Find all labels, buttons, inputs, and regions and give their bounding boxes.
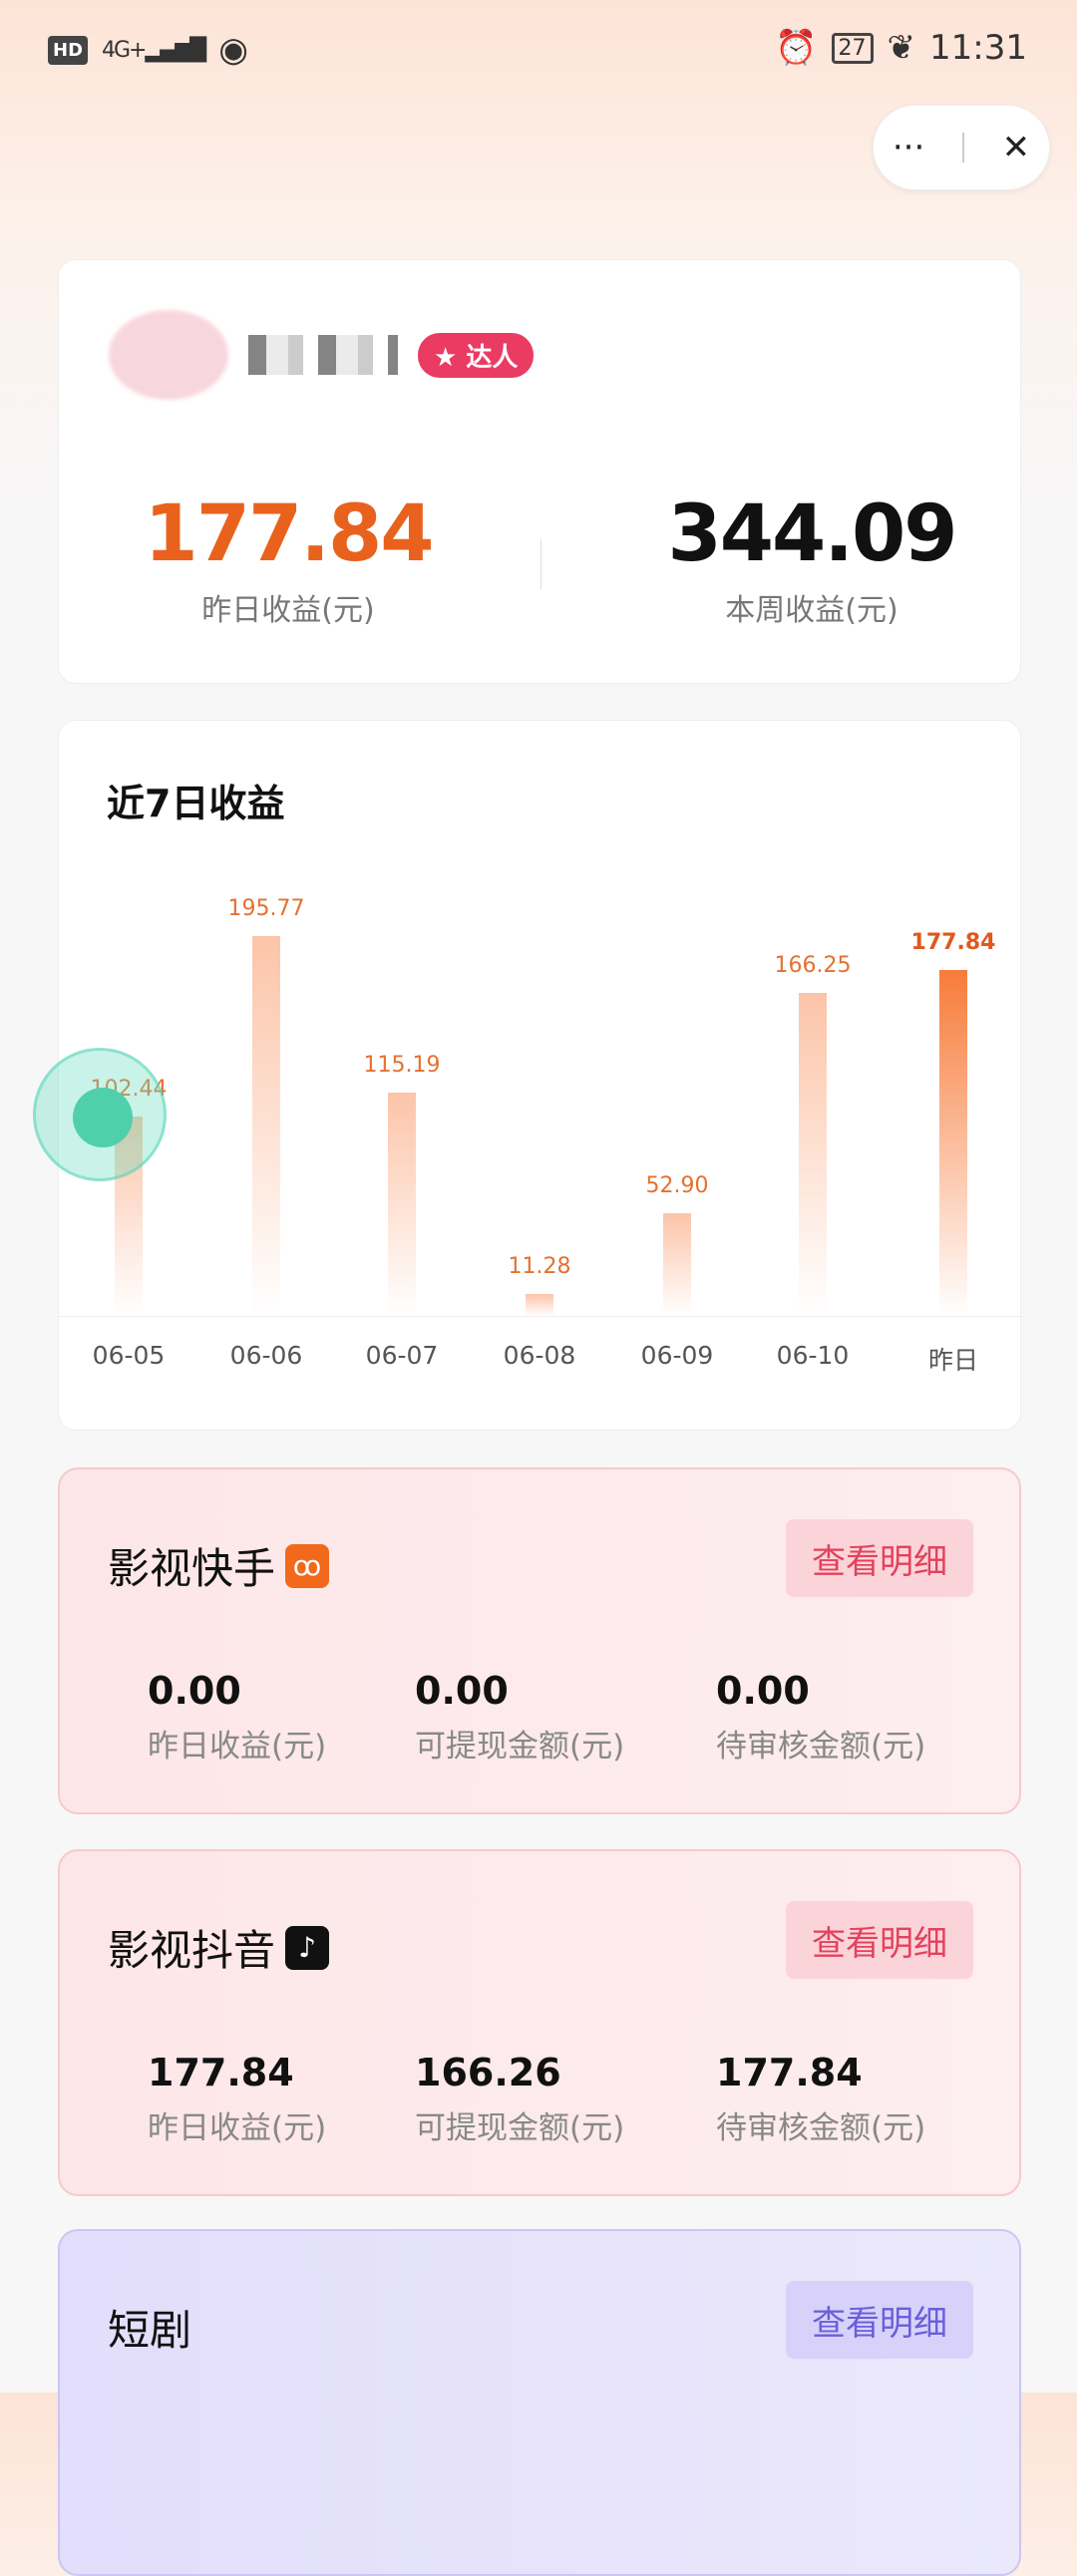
platform-value: 0.00 — [148, 1669, 241, 1713]
platform-value-label: 可提现金额(元) — [415, 2110, 625, 2146]
platform-value-label: 待审核金额(元) — [716, 2110, 926, 2146]
view-details-button[interactable]: 查看明细 — [786, 1519, 973, 1597]
platform-value: 177.84 — [716, 2051, 863, 2094]
platform-title: 影视快手 — [108, 1544, 276, 1593]
mini-program-capsule: ··· ✕ — [873, 105, 1050, 190]
platform-card: 影视快手 ꝏ 查看明细 0.00 昨日收益(元) 0.00 可提现金额(元) 0.00 待审核金… — [58, 1467, 1021, 1814]
username-blurred — [248, 335, 398, 375]
bar-06-10[interactable] — [799, 993, 827, 1316]
platform-value-label: 可提现金额(元) — [415, 1729, 625, 1765]
week-earnings-value: 344.09 — [667, 489, 958, 579]
more-icon[interactable]: ··· — [892, 128, 925, 167]
week-earnings-label: 本周收益(元) — [725, 593, 898, 628]
bar-chart: 102.44 06-05 195.77 06-06 115.19 06-07 11.28 06… — [59, 721, 1022, 1432]
bar-value-label: 166.25 — [774, 953, 852, 979]
close-icon[interactable]: ✕ — [1001, 128, 1031, 167]
bar-value-label: 195.77 — [227, 895, 305, 921]
view-details-button[interactable]: 查看明细 — [786, 1901, 973, 1979]
platform-value: 0.00 — [415, 1669, 509, 1713]
bar-value-label: 177.84 — [910, 930, 996, 956]
platform-card: 影视抖音 ♪ 查看明细 177.84 昨日收益(元) 166.26 可提现金额(元) 177.… — [58, 1849, 1021, 2196]
platform-value: 177.84 — [148, 2051, 294, 2094]
bar-value-label: 115.19 — [363, 1052, 441, 1078]
bar-昨日[interactable] — [939, 970, 967, 1316]
platform-value-label: 昨日收益(元) — [148, 1729, 327, 1765]
platform-value-label: 待审核金额(元) — [716, 1729, 926, 1765]
bar-06-06[interactable] — [252, 935, 280, 1316]
kuaishou-icon: ꝏ — [285, 1543, 330, 1588]
bar-06-08[interactable] — [526, 1294, 553, 1316]
douyin-icon: ♪ — [285, 1925, 330, 1970]
divider — [961, 133, 964, 162]
x-tick-label: 06-09 — [640, 1341, 714, 1370]
divider — [540, 539, 541, 589]
x-tick-label: 06-10 — [776, 1341, 850, 1370]
chart-card: 近7日收益 102.44 06-05 195.77 06-06 115.19 06-07 1… — [58, 720, 1022, 1432]
platform-title: 短剧 — [108, 2306, 192, 2355]
bar-value-label: 11.28 — [508, 1254, 571, 1280]
yesterday-earnings-label: 昨日收益(元) — [201, 593, 375, 628]
leaf-icon: ❦ — [887, 28, 916, 68]
bar-value-label: 52.90 — [645, 1172, 709, 1198]
x-tick-label: 06-08 — [503, 1341, 576, 1370]
platform-value: 166.26 — [415, 2051, 561, 2094]
x-tick-label: 06-07 — [365, 1341, 439, 1370]
platform-value: 0.00 — [716, 1669, 810, 1713]
alarm-icon: ⏰ — [775, 28, 818, 68]
hd-icon: HD — [48, 35, 89, 65]
x-tick-label: 昨日 — [927, 1346, 978, 1375]
signal-icon: 4G+▂▄▆█ — [102, 37, 206, 63]
hotspot-icon: ◉ — [218, 30, 248, 70]
x-tick-label: 06-05 — [92, 1341, 166, 1370]
status-bar: HD 4G+▂▄▆█ ◉ ⏰ 27 ❦ 11:31 — [0, 0, 1077, 100]
clock: 11:31 — [929, 28, 1027, 68]
view-details-button[interactable]: 查看明细 — [786, 2281, 973, 2359]
x-tick-label: 06-06 — [229, 1341, 303, 1370]
summary-card: ★ 达人 177.84 昨日收益(元) 344.09 本周收益(元) — [58, 259, 1021, 684]
bar-06-09[interactable] — [663, 1212, 691, 1316]
chart-title: 近7日收益 — [107, 782, 285, 825]
status-badge: ★ 达人 — [418, 332, 535, 378]
bar-06-07[interactable] — [388, 1092, 416, 1316]
x-axis — [59, 1316, 1022, 1317]
avatar — [109, 310, 228, 400]
platform-title: 影视抖音 — [108, 1926, 276, 1975]
platform-value-label: 昨日收益(元) — [148, 2110, 327, 2146]
battery-icon: 27 — [831, 32, 874, 64]
touch-indicator — [33, 1048, 167, 1181]
yesterday-earnings-value: 177.84 — [144, 489, 435, 579]
platform-card: 短剧 查看明细 — [58, 2229, 1021, 2576]
